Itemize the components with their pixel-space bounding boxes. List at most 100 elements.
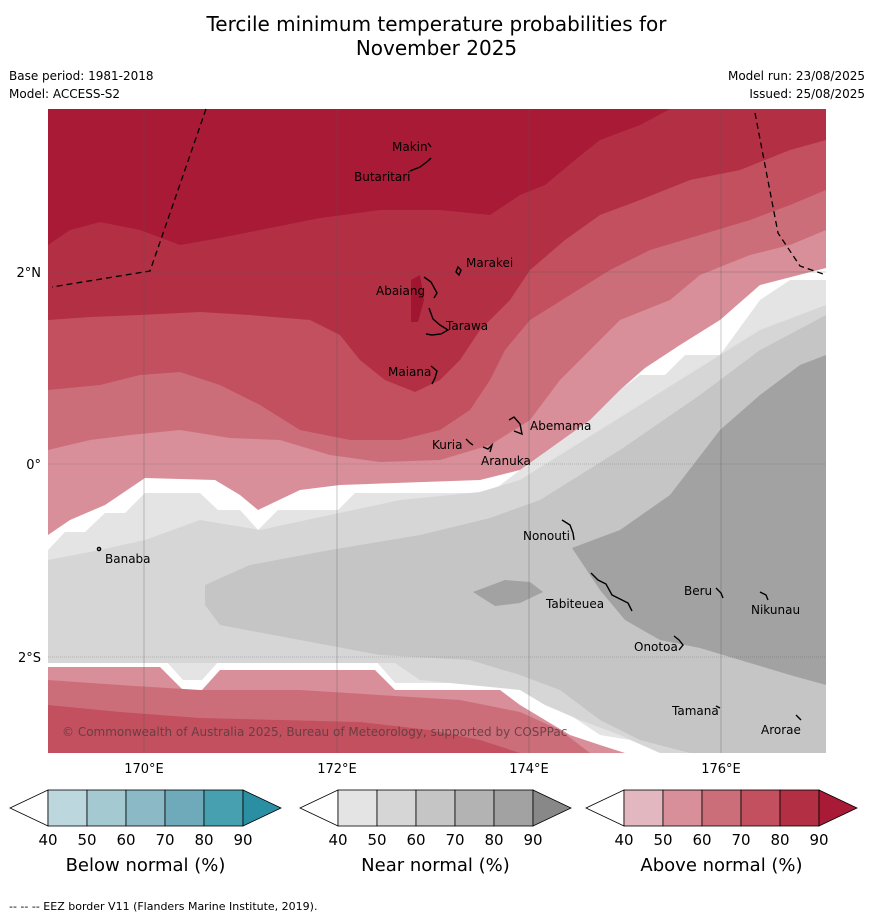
colorbar-above-normal: 40 50 60 70 80 90 Above normal (%) — [585, 789, 858, 876]
colorbar-above-segment — [740, 789, 781, 827]
colorbar-below-segment — [125, 789, 166, 827]
colorbar-above-over-triangle — [818, 789, 858, 827]
colorbar-above-tick-label: 80 — [770, 831, 789, 849]
colorbar-near-tick-label: 50 — [367, 831, 386, 849]
marakei-island — [455, 265, 462, 277]
nikunau-island — [759, 591, 769, 601]
label-maiana: Maiana — [388, 365, 431, 379]
map-canvas: Makin Butaritari Marakei Abaiang Tarawa … — [9, 108, 858, 876]
label-tarawa: Tarawa — [445, 319, 488, 333]
title-line-2: November 2025 — [355, 36, 518, 60]
colorbar-near-segment — [415, 789, 456, 827]
model-run: Model run: 23/08/2025 — [727, 69, 865, 83]
kuria-island — [465, 438, 474, 446]
tabiteuea-island — [590, 572, 633, 612]
copyright-text: © Commonwealth of Australia 2025, Bureau… — [62, 725, 567, 739]
colorbar-above-tick-label: 40 — [614, 831, 633, 849]
colorbar-near-tick-label: 80 — [484, 831, 503, 849]
colorbar-below-tick-label: 70 — [155, 831, 174, 849]
abemama-island — [508, 416, 523, 436]
colorbar-near-title: Near normal (%) — [361, 855, 510, 876]
meta-left: Base period: 1981-2018 Model: ACCESS-S2 — [9, 67, 154, 103]
colorbar-above-segment — [662, 789, 703, 827]
colorbar-near-normal: 40 50 60 70 80 90 Near normal (%) — [299, 789, 572, 876]
lat-label-2n: 2°N — [17, 266, 42, 281]
colorbar-above-segment — [701, 789, 742, 827]
tamana-island — [715, 705, 721, 709]
colorbar-below-segment — [203, 789, 244, 827]
colorbar-below-normal: 40 50 60 70 80 90 Below normal (%) — [9, 789, 282, 876]
colorbar-below-segment — [164, 789, 205, 827]
map-title: Tercile minimum temperature probabilitie… — [0, 12, 873, 60]
issued-date: Issued: 25/08/2025 — [749, 87, 865, 101]
label-aranuka: Aranuka — [481, 454, 531, 468]
colorbar-below-segment — [86, 789, 127, 827]
colorbar-above-segment — [623, 789, 664, 827]
butaritari-island — [409, 157, 432, 172]
colorbar-above-under-triangle — [585, 789, 625, 827]
meta-right: Model run: 23/08/2025 Issued: 25/08/2025 — [728, 67, 865, 103]
colorbar-above-tick-label: 50 — [653, 831, 672, 849]
colorbar-near-tick-label: 70 — [445, 831, 464, 849]
onotoa-island — [673, 635, 684, 651]
model-name: Model: ACCESS-S2 — [9, 87, 121, 101]
lon-label-170: 170°E — [124, 762, 164, 777]
colorbar-near-segment — [337, 789, 378, 827]
near-normal-70-region — [572, 355, 826, 685]
eez-footnote: -- -- -- EEZ border V11 (Flanders Marine… — [9, 900, 318, 913]
lon-label-174: 174°E — [509, 762, 549, 777]
colorbar-near-segment — [454, 789, 495, 827]
maiana-island — [430, 365, 438, 385]
above-normal-south-60-region — [48, 705, 520, 753]
place-labels: Makin Butaritari Marakei Abaiang Tarawa … — [105, 140, 801, 737]
colorbar-above-tick-label: 70 — [731, 831, 750, 849]
label-abemama: Abemama — [530, 419, 591, 433]
label-tamana: Tamana — [671, 704, 719, 718]
label-banaba: Banaba — [105, 552, 151, 566]
axis-labels: 2°N 0° 2°S 170°E 172°E 174°E 176°E — [17, 266, 741, 777]
colorbar-above-tick-label: 60 — [692, 831, 711, 849]
colorbar-below-under-triangle — [9, 789, 49, 827]
eez-border — [51, 108, 827, 288]
beru-island — [715, 587, 724, 599]
colorbar-below-tick-label: 50 — [77, 831, 96, 849]
banaba-island — [96, 546, 102, 552]
colorbar-below-tick-label: 60 — [116, 831, 135, 849]
label-butaritari: Butaritari — [354, 170, 411, 184]
colorbar-below-segment — [47, 789, 88, 827]
label-beru: Beru — [684, 584, 712, 598]
label-kuria: Kuria — [432, 438, 463, 452]
label-nonouti: Nonouti — [523, 529, 570, 543]
lon-label-176: 176°E — [701, 762, 741, 777]
islands — [96, 142, 802, 721]
above-normal-90-patch — [411, 275, 424, 322]
above-normal-80-region — [48, 109, 670, 245]
colorbar-above-segment — [779, 789, 820, 827]
near-normal-70-patch — [473, 580, 543, 606]
label-onotoa: Onotoa — [634, 640, 678, 654]
label-marakei: Marakei — [466, 256, 513, 270]
colorbar-near-tick-label: 90 — [523, 831, 542, 849]
aranuka-island — [482, 442, 494, 453]
probability-field — [48, 109, 826, 753]
colorbar-below-tick-label: 40 — [38, 831, 57, 849]
near-normal-60-region — [205, 315, 826, 753]
colorbar-above-tick-label: 90 — [809, 831, 828, 849]
title-line-1: Tercile minimum temperature probabilitie… — [206, 12, 667, 36]
label-makin: Makin — [392, 140, 428, 154]
lat-label-2s: 2°S — [18, 651, 41, 666]
label-nikunau: Nikunau — [751, 603, 800, 617]
lon-label-172: 172°E — [317, 762, 357, 777]
colorbar-below-over-triangle — [242, 789, 282, 827]
colorbar-near-tick-label: 60 — [406, 831, 425, 849]
makin-island — [427, 142, 432, 148]
nonouti-island — [561, 519, 575, 541]
base-period: Base period: 1981-2018 — [9, 69, 154, 83]
arorae-island — [795, 714, 802, 721]
colorbar-near-under-triangle — [299, 789, 339, 827]
colorbar-near-tick-label: 40 — [328, 831, 347, 849]
colorbar-near-segment — [376, 789, 417, 827]
abaiang-island — [423, 276, 438, 299]
tarawa-island — [425, 307, 450, 336]
colorbar-below-tick-label: 80 — [194, 831, 213, 849]
